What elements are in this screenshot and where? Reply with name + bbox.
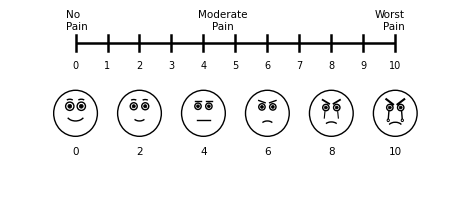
Circle shape [144, 105, 147, 108]
Text: Moderate
Pain: Moderate Pain [198, 10, 247, 32]
Text: 1: 1 [104, 61, 110, 71]
Circle shape [387, 104, 393, 111]
Text: 6: 6 [264, 147, 271, 157]
Ellipse shape [401, 119, 403, 122]
Circle shape [130, 103, 137, 110]
Circle shape [335, 106, 338, 109]
Circle shape [388, 106, 391, 109]
Ellipse shape [118, 90, 161, 136]
Circle shape [77, 102, 85, 110]
Circle shape [65, 102, 74, 110]
Text: 9: 9 [360, 61, 366, 71]
Circle shape [261, 105, 264, 108]
Circle shape [259, 104, 265, 110]
Text: 2: 2 [137, 61, 143, 71]
Circle shape [334, 104, 340, 111]
Text: 0: 0 [72, 147, 79, 157]
Text: 3: 3 [168, 61, 174, 71]
Circle shape [324, 106, 328, 109]
Text: 10: 10 [389, 61, 401, 71]
Circle shape [132, 105, 135, 108]
Text: 7: 7 [296, 61, 302, 71]
Ellipse shape [246, 90, 289, 136]
Circle shape [270, 104, 276, 110]
Text: 10: 10 [389, 147, 402, 157]
Circle shape [399, 106, 402, 109]
Text: Worst
Pain: Worst Pain [375, 10, 405, 32]
Ellipse shape [374, 90, 417, 136]
Circle shape [323, 104, 329, 111]
Circle shape [142, 103, 149, 110]
Circle shape [79, 104, 83, 108]
Text: 8: 8 [328, 61, 334, 71]
Ellipse shape [310, 90, 353, 136]
Text: 4: 4 [200, 147, 207, 157]
Text: No
Pain: No Pain [66, 10, 88, 32]
Circle shape [208, 105, 210, 108]
Ellipse shape [54, 90, 97, 136]
Circle shape [68, 104, 72, 108]
Circle shape [197, 105, 200, 108]
Text: 5: 5 [232, 61, 238, 71]
Ellipse shape [182, 90, 225, 136]
Ellipse shape [387, 119, 389, 122]
Circle shape [195, 103, 201, 109]
Text: 2: 2 [136, 147, 143, 157]
Circle shape [398, 104, 404, 111]
Text: 8: 8 [328, 147, 335, 157]
Text: 6: 6 [264, 61, 271, 71]
Text: 4: 4 [201, 61, 207, 71]
Text: 0: 0 [73, 61, 79, 71]
Circle shape [206, 103, 212, 109]
Circle shape [272, 105, 274, 108]
